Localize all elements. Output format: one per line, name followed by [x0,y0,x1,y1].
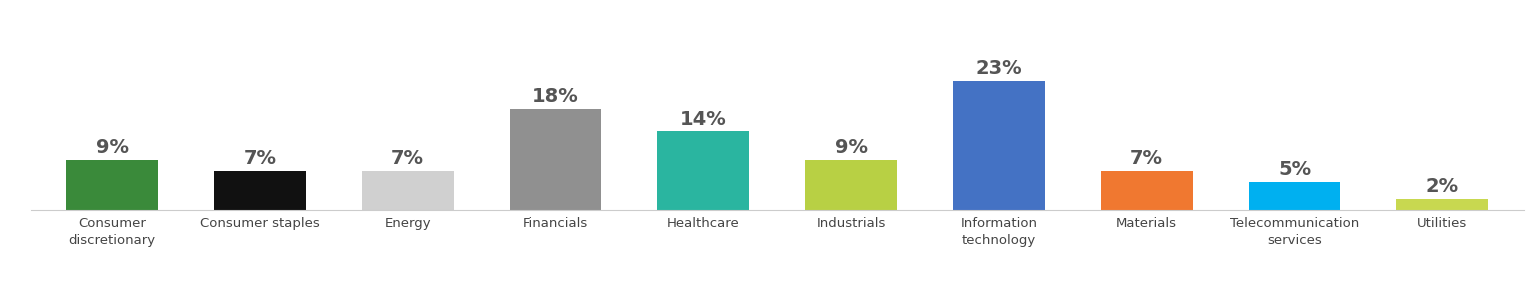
Bar [953,81,1045,210]
Bar [1248,182,1340,210]
Text: 7%: 7% [391,149,425,168]
Text: 9%: 9% [834,138,868,157]
Text: 2%: 2% [1425,177,1459,196]
Text: 23%: 23% [976,59,1022,78]
Text: 5%: 5% [1277,160,1311,179]
Bar [657,131,749,210]
Bar [66,159,159,210]
Text: 18%: 18% [532,87,579,106]
Bar [509,109,602,210]
Text: 9%: 9% [95,138,129,157]
Text: 14%: 14% [680,110,726,128]
Text: 7%: 7% [243,149,277,168]
Bar [1100,171,1193,210]
Bar [805,159,897,210]
Bar [214,171,306,210]
Bar [1396,199,1488,210]
Text: 7%: 7% [1130,149,1163,168]
Bar [362,171,454,210]
